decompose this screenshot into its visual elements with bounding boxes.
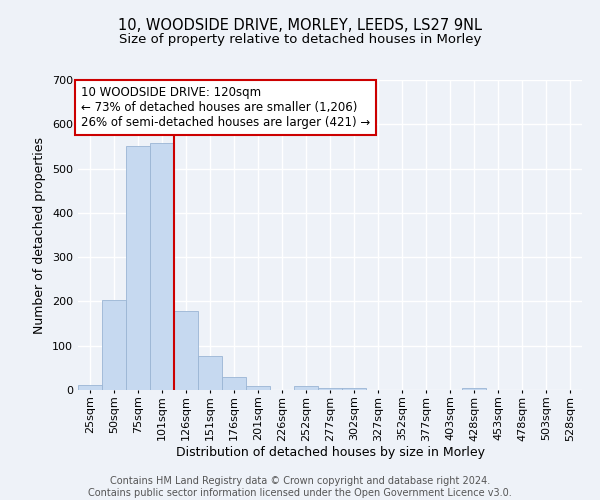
Bar	[78, 384, 102, 390]
Bar	[246, 386, 270, 390]
X-axis label: Distribution of detached houses by size in Morley: Distribution of detached houses by size …	[176, 446, 485, 459]
Text: Size of property relative to detached houses in Morley: Size of property relative to detached ho…	[119, 32, 481, 46]
Bar	[462, 388, 486, 390]
Bar	[102, 300, 126, 390]
Bar	[222, 377, 246, 390]
Bar	[174, 311, 198, 390]
Bar	[198, 356, 222, 390]
Text: 10 WOODSIDE DRIVE: 120sqm
← 73% of detached houses are smaller (1,206)
26% of se: 10 WOODSIDE DRIVE: 120sqm ← 73% of detac…	[80, 86, 370, 129]
Text: Contains HM Land Registry data © Crown copyright and database right 2024.
Contai: Contains HM Land Registry data © Crown c…	[88, 476, 512, 498]
Bar	[150, 144, 174, 390]
Text: 10, WOODSIDE DRIVE, MORLEY, LEEDS, LS27 9NL: 10, WOODSIDE DRIVE, MORLEY, LEEDS, LS27 …	[118, 18, 482, 32]
Bar	[342, 388, 366, 390]
Y-axis label: Number of detached properties: Number of detached properties	[34, 136, 46, 334]
Bar	[318, 388, 342, 390]
Bar	[126, 146, 150, 390]
Bar	[294, 386, 318, 390]
